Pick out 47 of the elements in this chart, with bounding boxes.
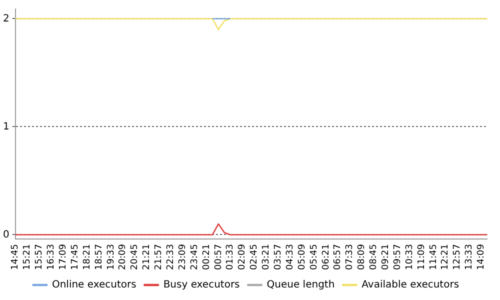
- x-tick-label: 23:45: [190, 244, 200, 270]
- x-tick-label: 04:33: [285, 244, 296, 270]
- x-tick-label: 17:09: [58, 244, 68, 270]
- x-tick-label: 00:21: [202, 244, 212, 270]
- legend-label: Available executors: [362, 280, 460, 291]
- x-tick-label: 01:33: [226, 244, 236, 270]
- x-tick-label: 14:45: [10, 244, 21, 270]
- x-tick-label: 05:09: [297, 244, 308, 270]
- x-tick-label: 12:21: [440, 244, 451, 270]
- x-tick-label: 12:57: [452, 244, 463, 270]
- x-tick-label: 23:09: [178, 244, 188, 270]
- x-tick-label: 21:21: [142, 244, 152, 270]
- x-tick-label: 18:57: [94, 244, 104, 270]
- x-tick-label: 00:57: [214, 244, 224, 270]
- x-tick-label: 11:09: [416, 244, 427, 270]
- x-tick-label: 02:45: [250, 244, 260, 270]
- x-tick-label: 06:57: [333, 244, 344, 270]
- x-tick-label: 19:33: [106, 244, 116, 270]
- legend-label: Queue length: [266, 280, 335, 291]
- y-tick-label: 1: [2, 121, 10, 132]
- x-tick-label: 03:21: [262, 244, 272, 270]
- x-tick-label: 08:09: [357, 244, 368, 270]
- x-tick-label: 09:57: [392, 244, 403, 270]
- x-tick-label: 20:09: [118, 244, 128, 270]
- y-tick-label: 0: [2, 229, 10, 240]
- x-tick-label: 09:21: [381, 244, 392, 270]
- x-tick-label: 03:57: [274, 244, 284, 270]
- y-tick-label: 2: [2, 13, 10, 24]
- x-tick-label: 05:45: [309, 244, 320, 270]
- x-tick-label: 16:33: [46, 244, 57, 270]
- legend-label: Online executors: [52, 280, 136, 291]
- x-tick-label: 06:21: [321, 244, 332, 270]
- x-tick-label: 10:33: [404, 244, 415, 270]
- x-tick-label: 08:45: [369, 244, 380, 270]
- legend-label: Busy executors: [163, 280, 240, 291]
- x-tick-label: 20:45: [130, 244, 140, 270]
- x-tick-label: 18:21: [82, 244, 92, 270]
- x-tick-label: 13:33: [464, 244, 475, 270]
- x-tick-label: 02:09: [238, 244, 248, 270]
- x-tick-label: 17:45: [70, 244, 80, 270]
- x-tick-label: 07:33: [345, 244, 356, 270]
- x-tick-label: 11:45: [428, 244, 439, 270]
- x-tick-label: 15:57: [34, 244, 45, 270]
- x-tick-label: 22:33: [166, 244, 176, 270]
- x-tick-label: 15:21: [22, 244, 33, 270]
- x-tick-label: 21:57: [154, 244, 164, 270]
- x-tick-label: 14:09: [476, 244, 487, 270]
